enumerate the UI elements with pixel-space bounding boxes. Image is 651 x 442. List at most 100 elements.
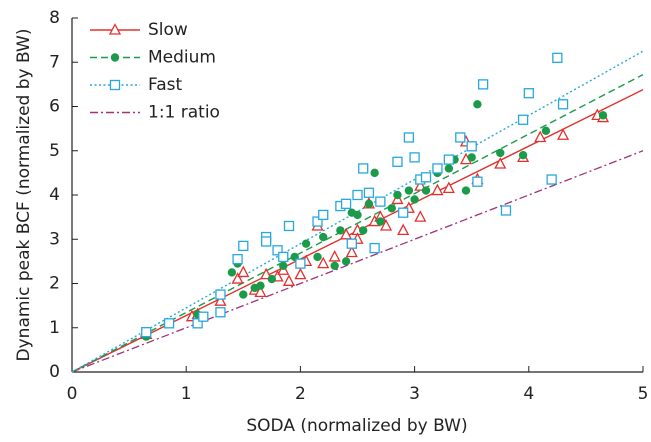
data-point (345, 245, 358, 258)
data-point (442, 181, 455, 194)
y-axis-label: Dynamic peak BCF (normalized by BW) (14, 29, 34, 362)
x-tick-label: 3 (409, 384, 420, 404)
data-point (340, 227, 353, 240)
data-point (398, 207, 409, 218)
y-tick-label: 0 (49, 362, 60, 382)
data-point (461, 186, 471, 195)
data-point (260, 236, 272, 247)
data-point (467, 153, 476, 162)
data-point (375, 196, 386, 207)
y-tick-label: 7 (49, 52, 60, 72)
data-point (359, 226, 368, 235)
data-point (444, 164, 454, 173)
data-point (279, 261, 288, 270)
data-point (340, 198, 352, 210)
data-point (227, 268, 237, 277)
data-point (282, 274, 296, 286)
data-point (455, 132, 466, 143)
legend-label: Medium (148, 48, 216, 68)
data-point (254, 285, 267, 298)
data-point (500, 205, 512, 216)
data-point (295, 258, 306, 269)
data-point (518, 150, 528, 160)
data-point (237, 265, 250, 278)
data-point (364, 199, 374, 209)
data-point (256, 281, 265, 290)
data-point (328, 250, 341, 262)
fit-line (71, 74, 644, 373)
data-point (443, 154, 455, 165)
data-point (272, 245, 283, 256)
data-point (330, 261, 339, 270)
data-point (496, 148, 505, 158)
x-tick-label: 2 (295, 384, 306, 404)
data-point (260, 267, 273, 280)
data-point (404, 186, 414, 195)
data-point (393, 190, 402, 200)
legend-label: Fast (148, 75, 182, 95)
data-point (556, 128, 570, 140)
data-point (466, 141, 477, 152)
data-point (358, 163, 369, 174)
legend-marker (110, 53, 120, 62)
data-point (534, 130, 547, 143)
data-point (353, 210, 362, 220)
y-tick-label: 5 (49, 141, 60, 161)
data-point (198, 311, 209, 322)
data-point (370, 168, 379, 178)
data-point (318, 209, 329, 221)
data-point (363, 187, 375, 198)
y-tick-label: 8 (49, 8, 60, 28)
data-point (557, 99, 569, 110)
data-point (421, 186, 431, 195)
data-point (403, 132, 415, 143)
reference-line (71, 150, 644, 373)
x-tick-label: 1 (181, 384, 192, 404)
data-point (215, 307, 226, 318)
data-point (352, 189, 363, 201)
y-tick-label: 4 (49, 185, 60, 205)
data-point (278, 251, 289, 263)
data-point (379, 219, 393, 231)
data-point (431, 183, 444, 196)
legend-marker (108, 23, 122, 35)
data-point (414, 210, 427, 222)
data-point (541, 126, 551, 136)
data-point (301, 239, 311, 248)
data-point (336, 226, 345, 235)
data-point (472, 176, 483, 187)
legend-label: Slow (148, 20, 188, 40)
data-point (432, 163, 443, 174)
data-point (341, 257, 351, 266)
legend-marker (109, 79, 121, 91)
data-point (376, 217, 385, 226)
data-point (523, 88, 534, 99)
data-point (546, 174, 557, 185)
x-axis-label: SODA (normalized by BW) (246, 416, 467, 436)
data-point (215, 289, 226, 300)
data-point (397, 223, 410, 236)
data-point (477, 79, 489, 90)
data-point (294, 267, 307, 280)
data-point (163, 318, 175, 329)
data-point (387, 204, 396, 213)
data-point (313, 252, 322, 262)
data-point (494, 157, 507, 169)
y-tick-label: 1 (49, 318, 60, 338)
data-point (414, 179, 427, 191)
y-tick-label: 3 (49, 229, 60, 249)
data-point (141, 327, 152, 338)
data-point (392, 156, 403, 167)
data-point (319, 232, 328, 242)
data-point (312, 216, 323, 227)
data-point (598, 111, 608, 120)
data-point (238, 240, 249, 252)
data-point (517, 114, 529, 125)
x-tick-label: 0 (67, 384, 78, 404)
data-point (410, 195, 419, 204)
data-point (231, 272, 244, 284)
data-point (192, 318, 203, 329)
data-point (369, 242, 380, 254)
data-point (232, 254, 243, 265)
data-point (420, 172, 432, 183)
